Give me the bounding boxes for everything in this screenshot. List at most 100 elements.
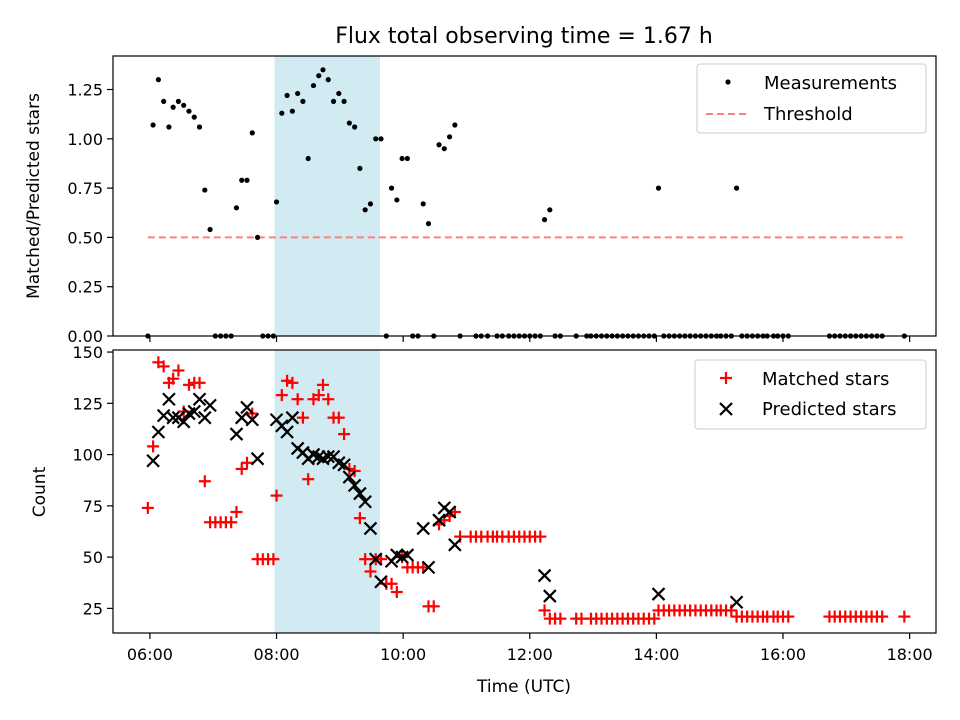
predicted-star-point [432,513,446,527]
measurement-point [325,77,331,83]
measurement-point [310,82,317,89]
legend-predicted-label: Predicted stars [762,399,896,420]
matched-star-point [275,389,288,402]
measurement-point [170,104,176,110]
measurement-point [346,120,352,126]
predicted-star-point [198,410,212,425]
y-tick-label: 0.75 [67,179,103,198]
measurement-point [305,155,311,162]
predicted-star-point [358,494,372,509]
measurement-point [336,90,342,97]
measurement-point [388,185,395,191]
matched-star-point [157,360,170,373]
predicted-star-point [416,521,430,536]
measurement-point [233,205,240,211]
x-tick-label: 16:00 [760,645,806,664]
matched-star-point [390,585,403,598]
measurement-point [254,234,261,241]
legend-matched-label: Matched stars [762,369,889,390]
predicted-star-point [146,453,160,468]
measurement-point [441,146,447,152]
predicted-star-point [353,486,367,501]
predicted-star-point [442,505,457,519]
measurement-point [207,226,213,233]
bottom-y-axis-label: Count [30,466,50,517]
measurement-point [362,207,368,213]
predicted-star-point [234,410,249,425]
matched-star-point [235,462,248,475]
top-panel: Flux total observing time = 1.67 h 0.00 0… [24,24,937,346]
measurement-point [273,199,280,205]
measurement-point [404,155,410,162]
legend-predicted-marker [719,402,733,416]
measurement-point [191,114,197,120]
top-chart-title: Flux total observing time = 1.67 h [335,24,713,49]
predicted-star-point [543,589,557,603]
matched-star-point [782,610,795,623]
measurement-point [341,98,347,104]
predicted-star-point [400,548,415,562]
y-tick-label: 150 [72,343,103,362]
measurement-point [295,90,301,97]
measurement-point [150,122,156,128]
x-tick-label: 12:00 [507,645,553,664]
measurement-point [155,77,161,83]
matched-star-point [167,372,180,385]
bottom-legend-frame [694,359,927,430]
predicted-star-point [151,425,166,439]
predicted-star-point [203,398,217,413]
x-tick-label: 10:00 [380,645,426,664]
matched-star-point [898,610,911,623]
measurement-point [367,201,374,207]
measurement-point [239,177,245,183]
measurement-point [425,221,432,227]
predicted-star-point [245,412,260,427]
measurement-point [436,142,442,148]
matched-star-point [312,389,325,402]
measurement-point [733,185,740,191]
matched-star-point [147,440,160,453]
matched-star-point [364,565,377,578]
measurement-point [420,201,426,207]
matched-star-point [648,612,661,625]
predicted-star-point [421,560,436,575]
y-tick-label: 1.25 [67,81,103,100]
top-shaded-span [274,56,380,336]
matched-star-point [198,475,211,488]
predicted-star-point [192,392,207,406]
predicted-star-point [374,574,388,589]
top-plot-frame [112,55,937,337]
y-tick-label: 1.00 [67,130,103,149]
matched-star-point [193,376,206,389]
bottom-x-axis-label: Time (UTC) [476,677,571,697]
predicted-star-point [337,458,351,472]
predicted-star-point [166,410,180,425]
measurement-point [175,98,182,104]
matched-star-point [296,411,309,424]
y-tick-label: 0.00 [67,327,103,346]
predicted-star-point [651,587,666,601]
matched-star-point [876,610,889,623]
measurement-point [161,98,167,104]
measurement-point [166,124,172,130]
measurement-point [300,98,306,104]
measurement-point [357,165,363,171]
predicted-star-point [162,392,176,406]
measurement-point [186,108,192,114]
matched-star-point [241,456,254,469]
measurement-point [196,124,203,130]
predicted-star-point [229,427,244,441]
matched-star-point [554,612,567,625]
matched-star-point [267,553,280,566]
matched-star-point [534,530,547,543]
measurement-point [279,110,285,116]
legend-measurements-label: Measurements [764,73,897,94]
matched-star-point [427,600,440,613]
x-tick-label: 18:00 [887,645,933,664]
matched-star-point [141,501,154,514]
matched-star-point [332,411,345,424]
x-tick-label: 14:00 [633,645,679,664]
matched-star-point [230,506,243,519]
matched-star-point [353,512,366,525]
